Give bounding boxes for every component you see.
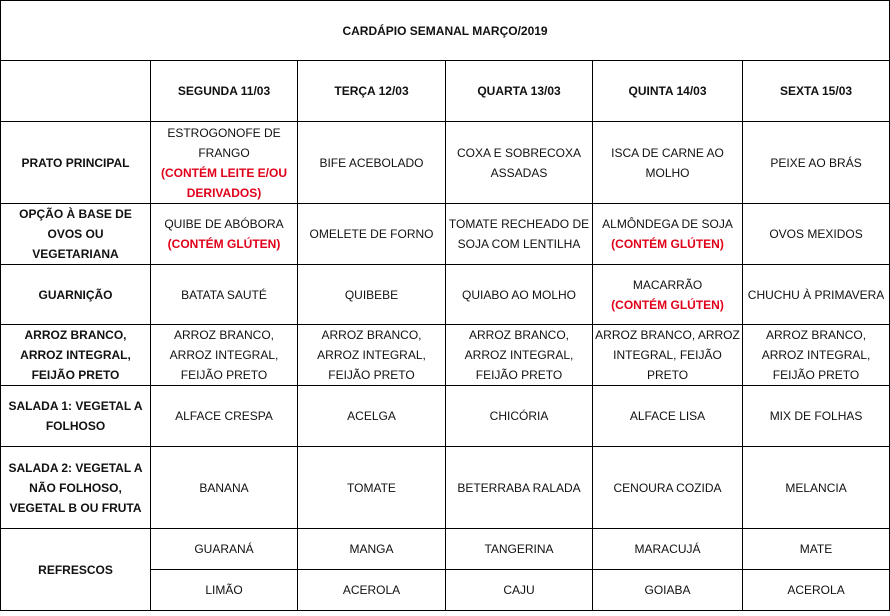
drink-cell: LIMÃO bbox=[150, 569, 298, 611]
menu-cell: ALFACE LISA bbox=[592, 385, 743, 447]
row-label: PRATO PRINCIPAL bbox=[0, 121, 151, 204]
menu-cell: MACARRÃO (CONTÉM GLÚTEN) bbox=[592, 264, 743, 325]
menu-cell: ARROZ BRANCO, ARROZ INTEGRAL, FEIJÃO PRE… bbox=[592, 324, 743, 386]
dish-name: ARROZ BRANCO, ARROZ INTEGRAL, FEIJÃO PRE… bbox=[595, 328, 740, 382]
menu-cell: BETERRABA RALADA bbox=[445, 446, 593, 529]
dish-name: PEIXE AO BRÁS bbox=[770, 155, 862, 170]
dish-name: CHICÓRIA bbox=[489, 409, 549, 423]
menu-row: PRATO PRINCIPAL ESTROGONOFE DE FRANGO (CON… bbox=[0, 121, 890, 204]
title-row: CARDÁPIO SEMANAL MARÇO/2019 bbox=[0, 0, 890, 61]
dish-name: OMELETE DE FORNO bbox=[309, 227, 434, 241]
dish-name: BANANA bbox=[199, 480, 249, 495]
menu-cell: CHICÓRIA bbox=[445, 385, 593, 447]
drink-cell: MATE bbox=[741, 528, 890, 570]
day-header: SEGUNDA 11/03 bbox=[150, 60, 298, 122]
menu-cell: ACELGA bbox=[297, 385, 446, 447]
drink-cell: ACEROLA bbox=[297, 569, 446, 611]
dish-name: ARROZ BRANCO, ARROZ INTEGRAL, FEIJÃO PRE… bbox=[761, 328, 871, 382]
menu-cell: CHUCHU À PRIMAVERA bbox=[741, 264, 890, 325]
row-label: SALADA 1: VEGETAL A FOLHOSO bbox=[0, 385, 151, 447]
dish-name: TOMATE bbox=[347, 480, 396, 495]
drink-cell: GOIABA bbox=[592, 569, 743, 611]
menu-cell: ALFACE CRESPA bbox=[150, 385, 298, 447]
dish-name: MACARRÃO bbox=[632, 277, 703, 292]
dish-name: CHUCHU À PRIMAVERA bbox=[747, 287, 885, 302]
menu-row: ARROZ BRANCO, ARROZ INTEGRAL, FEIJÃO PRE… bbox=[0, 324, 890, 386]
row-label: OPÇÃO À BASE DE OVOS OU VEGETARIANA bbox=[0, 203, 151, 265]
drink-cell: GUARANÁ bbox=[150, 528, 298, 570]
dish-name: ARROZ BRANCO, ARROZ INTEGRAL, FEIJÃO PRE… bbox=[464, 328, 574, 382]
dish-name: ISCA DE CARNE AO MOLHO bbox=[611, 145, 724, 180]
dish-name: BIFE ACEBOLADO bbox=[319, 155, 424, 170]
dish-name: ALFACE LISA bbox=[629, 409, 706, 423]
menu-row: SALADA 2: VEGETAL A NÃO FOLHOSO, VEGETAL… bbox=[0, 446, 890, 529]
menu-cell: ALMÔNDEGA DE SOJA (CONTÉM GLÚTEN) bbox=[592, 203, 743, 265]
menu-cell: CENOURA COZIDA bbox=[592, 446, 743, 529]
row-label: REFRESCOS bbox=[0, 528, 151, 611]
menu-cell: OVOS MEXIDOS bbox=[741, 203, 890, 265]
drink-cell: MARACUJÁ bbox=[592, 528, 743, 570]
day-header: SEXTA 15/03 bbox=[741, 60, 890, 122]
row-label: GUARNIÇÃO bbox=[0, 264, 151, 325]
dish-name: ESTROGONOFE DE FRANGO bbox=[167, 125, 281, 160]
menu-cell: ISCA DE CARNE AO MOLHO bbox=[592, 121, 743, 204]
day-header: QUARTA 13/03 bbox=[445, 60, 593, 122]
row-label: SALADA 2: VEGETAL A NÃO FOLHOSO, VEGETAL… bbox=[0, 446, 151, 529]
refresco-row: REFRESCOS GUARANÁ MANGA TANGERINA MARACUJÁ MA… bbox=[0, 528, 890, 611]
drink-cell: CAJU bbox=[445, 569, 593, 611]
menu-row: OPÇÃO À BASE DE OVOS OU VEGETARIANA QUIBE… bbox=[0, 203, 890, 265]
menu-cell: ESTROGONOFE DE FRANGO (CONTÉM LEITE E/OU … bbox=[150, 121, 298, 204]
menu-row: GUARNIÇÃO BATATA SAUTÉ QUIBEBE QUIABO AO MO… bbox=[0, 264, 890, 325]
dish-name: BETERRABA RALADA bbox=[457, 480, 581, 495]
menu-cell: QUIABO AO MOLHO bbox=[445, 264, 593, 325]
menu-cell: MELANCIA bbox=[741, 446, 890, 529]
dish-name: QUIBEBE bbox=[344, 287, 399, 302]
menu-cell: TOMATE RECHEADO DE SOJA COM LENTILHA bbox=[445, 203, 593, 265]
menu-row: SALADA 1: VEGETAL A FOLHOSO ALFACE CRESPA… bbox=[0, 385, 890, 447]
menu-cell: ARROZ BRANCO, ARROZ INTEGRAL, FEIJÃO PRE… bbox=[741, 324, 890, 386]
menu-cell: MIX DE FOLHAS bbox=[741, 385, 890, 447]
drink-cell: ACEROLA bbox=[741, 569, 890, 611]
dish-name: ACELGA bbox=[347, 409, 396, 423]
day-header: QUINTA 14/03 bbox=[592, 60, 743, 122]
menu-cell: TOMATE bbox=[297, 446, 446, 529]
menu-cell: QUIBEBE bbox=[297, 264, 446, 325]
dish-name: BATATA SAUTÉ bbox=[181, 287, 267, 302]
menu-cell: OMELETE DE FORNO bbox=[297, 203, 446, 265]
dish-name: CENOURA COZIDA bbox=[613, 480, 722, 495]
allergen-warning: (CONTÉM GLÚTEN) bbox=[611, 237, 724, 251]
drink-cell: TANGERINA bbox=[445, 528, 593, 570]
dish-name: COXA E SOBRECOXA ASSADAS bbox=[456, 145, 582, 180]
allergen-warning: (CONTÉM LEITE E/OU DERIVADOS) bbox=[161, 165, 287, 200]
dish-name: MELANCIA bbox=[785, 480, 847, 495]
dish-name: MIX DE FOLHAS bbox=[769, 409, 863, 423]
dish-name: ARROZ BRANCO, ARROZ INTEGRAL, FEIJÃO PRE… bbox=[317, 328, 426, 382]
menu-title: CARDÁPIO SEMANAL MARÇO/2019 bbox=[0, 0, 890, 61]
row-label: ARROZ BRANCO, ARROZ INTEGRAL, FEIJÃO PRE… bbox=[0, 324, 151, 386]
header-empty-cell bbox=[0, 60, 151, 122]
header-row: SEGUNDA 11/03 TERÇA 12/03 QUARTA 13/03 Q… bbox=[0, 60, 890, 122]
dish-name: ALMÔNDEGA DE SOJA bbox=[602, 217, 733, 231]
drink-cell: MANGA bbox=[297, 528, 446, 570]
dish-name: OVOS MEXIDOS bbox=[769, 227, 863, 241]
dish-name: ALFACE CRESPA bbox=[175, 409, 273, 423]
dish-name: QUIABO AO MOLHO bbox=[461, 287, 577, 302]
day-header: TERÇA 12/03 bbox=[297, 60, 446, 122]
allergen-warning: (CONTÉM GLÚTEN) bbox=[611, 297, 724, 312]
menu-cell: BATATA SAUTÉ bbox=[150, 264, 298, 325]
dish-name: TOMATE RECHEADO DE SOJA COM LENTILHA bbox=[448, 217, 590, 251]
dish-name: ARROZ BRANCO, ARROZ INTEGRAL, FEIJÃO PRE… bbox=[169, 328, 279, 382]
menu-cell: ARROZ BRANCO, ARROZ INTEGRAL, FEIJÃO PRE… bbox=[445, 324, 593, 386]
menu-cell: COXA E SOBRECOXA ASSADAS bbox=[445, 121, 593, 204]
menu-cell: BANANA bbox=[150, 446, 298, 529]
menu-cell: ARROZ BRANCO, ARROZ INTEGRAL, FEIJÃO PRE… bbox=[297, 324, 446, 386]
menu-cell: QUIBE DE ABÓBORA (CONTÉM GLÚTEN) bbox=[150, 203, 298, 265]
refresco-row: LIMÃO ACEROLA CAJU GOIABA ACEROLA bbox=[1, 569, 890, 611]
dish-name: QUIBE DE ABÓBORA bbox=[164, 217, 284, 231]
allergen-warning: (CONTÉM GLÚTEN) bbox=[167, 237, 281, 251]
menu-cell: PEIXE AO BRÁS bbox=[741, 121, 890, 204]
menu-cell: BIFE ACEBOLADO bbox=[297, 121, 446, 204]
menu-cell: ARROZ BRANCO, ARROZ INTEGRAL, FEIJÃO PRE… bbox=[150, 324, 298, 386]
